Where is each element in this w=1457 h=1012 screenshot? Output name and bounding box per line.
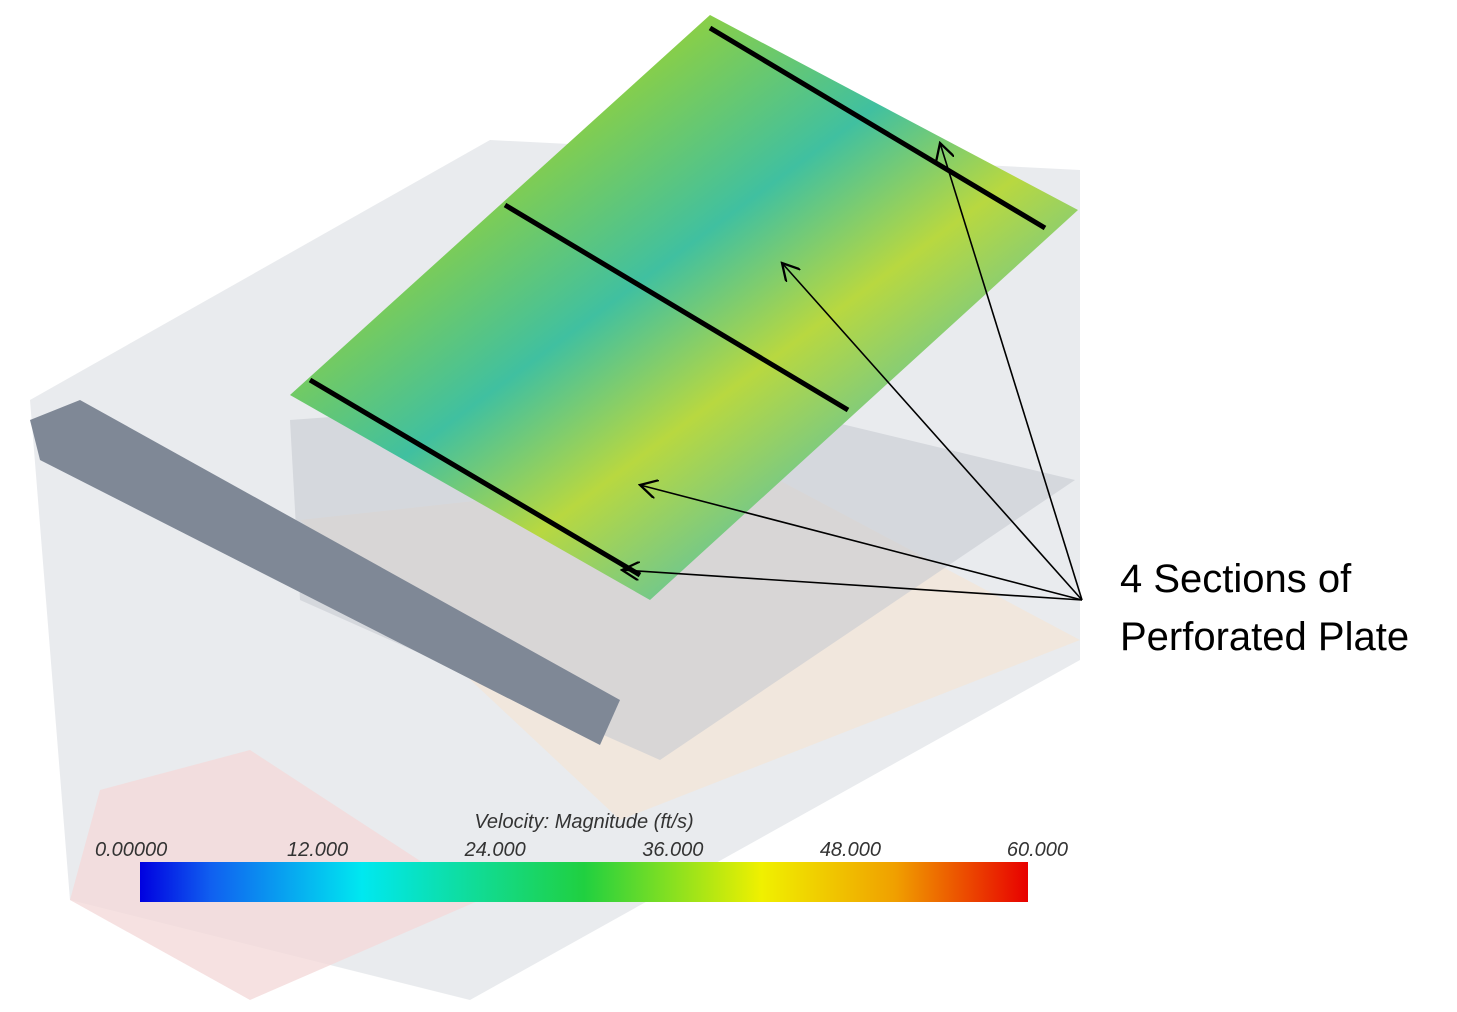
annotation: 4 Sections of [1120, 557, 1352, 601]
colorbar-tick-label: 48.000 [820, 839, 881, 861]
scene [30, 15, 1080, 1000]
colorbar-tick-label: 24.000 [464, 839, 526, 861]
annotation: Perforated Plate [1120, 615, 1409, 659]
colorbar-tick-label: 60.000 [1007, 839, 1068, 861]
colorbar-tick-label: 12.000 [287, 839, 348, 861]
colorbar-tick-label: 36.000 [642, 839, 703, 861]
figure: 4 Sections of Perforated Plate Velocity:… [0, 0, 1457, 1012]
colorbar-title: Velocity: Magnitude (ft/s) [474, 811, 693, 833]
colorbar-scale [140, 862, 1028, 902]
colorbar-tick-label: 0.00000 [95, 839, 167, 861]
